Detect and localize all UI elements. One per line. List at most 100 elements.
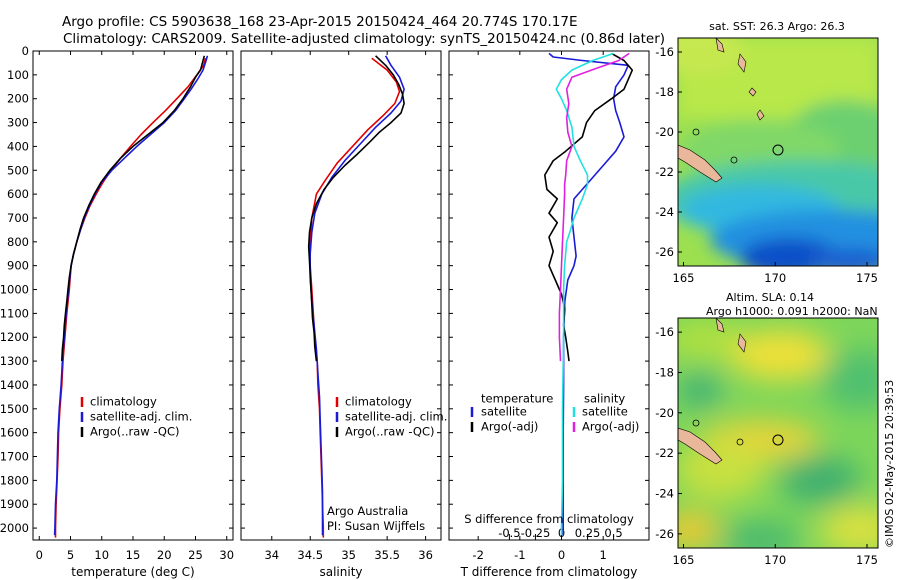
x-tick-label: 5 — [67, 548, 74, 562]
map-x-tick-label: 175 — [856, 553, 878, 567]
depth-tick-label: 1200 — [0, 330, 29, 344]
depth-tick-label: 2000 — [0, 521, 29, 535]
difference-panel-frame — [448, 50, 650, 541]
sla-map-frame — [677, 317, 879, 549]
depth-tick-label: 300 — [7, 116, 29, 130]
difference-legend-temperature: temperature satellite Argo(-adj) — [470, 392, 553, 434]
depth-tick-label: 0 — [22, 44, 29, 58]
legend-label-climatology: climatology — [90, 395, 157, 409]
header-line-2: Climatology: CARS2009. Satellite-adjuste… — [63, 31, 665, 47]
depth-tick-label: 200 — [7, 92, 29, 106]
map-y-tick-label: -22 — [655, 165, 674, 179]
map-y-tick-label: -24 — [655, 487, 674, 501]
map-x-tick-label: 170 — [764, 553, 786, 567]
salinity-panel-frame — [240, 50, 442, 541]
depth-tick-label: 100 — [7, 68, 29, 82]
legend-label-s-satellite: satellite — [582, 405, 628, 419]
series-salinity-satellite — [555, 52, 614, 536]
depth-tick-label: 1600 — [0, 426, 29, 440]
depth-tick-label: 700 — [7, 211, 29, 225]
imos-credit: ©IMOS 02-May-2015 20:39:53 — [883, 380, 896, 548]
temperature-xlabel: temperature (deg C) — [71, 565, 194, 579]
s-tick-label: 0.25 — [575, 526, 601, 540]
x-tick-label: -1 — [514, 548, 525, 562]
x-tick-label: 34 — [264, 548, 279, 562]
temperature-x-ticks: 0 5 10 15 20 25 30 — [36, 51, 234, 562]
temperature-legend: climatology satellite-adj. clim. Argo(..… — [80, 395, 192, 439]
series-salinity-argo-adj — [558, 52, 630, 362]
depth-tick-label: 600 — [7, 187, 29, 201]
map-x-tick-label: 165 — [673, 553, 695, 567]
temperature-series — [53, 55, 209, 538]
series-temperature-argo-adj — [544, 52, 634, 362]
sst-map-axes: 165 170 175 -16 -18 -20 -22 -24 -26 — [655, 45, 878, 285]
legend-label-t-argo: Argo(-adj) — [481, 420, 538, 434]
salinity-x-ticks: 34 34.5 35 35.5 36 — [264, 51, 433, 562]
sst-map-title: sat. SST: 26.3 Argo: 26.3 — [709, 20, 845, 33]
credit-argo-australia: Argo Australia — [327, 504, 408, 518]
salinity-xlabel: salinity — [319, 565, 362, 579]
x-tick-label: 34.5 — [297, 548, 323, 562]
x-tick-label: 35 — [341, 548, 356, 562]
sla-map-title: Altim. SLA: 0.14 — [726, 291, 814, 304]
depth-tick-label: 1900 — [0, 497, 29, 511]
s-tick-label: -0.25 — [521, 526, 551, 540]
x-tick-label: 35.5 — [374, 548, 400, 562]
x-tick-label: 30 — [219, 548, 234, 562]
x-tick-label: 0 — [558, 548, 565, 562]
depth-axis: 0 100 200 300 400 500 600 700 800 900 1000 1100 1200… — [0, 44, 649, 535]
sla-map-field — [678, 318, 878, 548]
depth-tick-label: 800 — [7, 235, 29, 249]
header-line-1: Argo profile: CS 5903638_168 23-Apr-2015… — [62, 14, 578, 30]
salinity-series — [307, 55, 405, 538]
difference-series — [544, 52, 634, 536]
map-y-tick-label: -20 — [655, 406, 674, 420]
map-x-tick-label: 165 — [673, 271, 695, 285]
difference-legend-salinity: salinity satellite Argo(-adj) — [572, 392, 639, 434]
series-climatology — [54, 57, 207, 538]
sst-map-frame — [677, 37, 879, 267]
legend-label-s-argo: Argo(-adj) — [582, 420, 639, 434]
temperature-panel-frame — [32, 50, 234, 541]
x-tick-label: 0 — [36, 548, 43, 562]
depth-tick-label: 1000 — [0, 283, 29, 297]
difference-x-ticks: -2 -1 0 1 — [472, 51, 607, 562]
depth-tick-label: 1400 — [0, 378, 29, 392]
credit-pi: PI: Susan Wijffels — [327, 519, 425, 533]
map-y-tick-label: -22 — [655, 446, 674, 460]
x-tick-label: 25 — [188, 548, 203, 562]
depth-tick-label: 1800 — [0, 473, 29, 487]
sla-map-subtitle: Argo h1000: 0.091 h2000: NaN — [706, 305, 878, 318]
map-y-tick-label: -16 — [655, 45, 674, 59]
depth-tick-label: 1700 — [0, 450, 29, 464]
map-y-tick-label: -18 — [655, 85, 674, 99]
x-tick-label: 10 — [94, 548, 109, 562]
legend-label-satellite: satellite-adj. clim. — [345, 410, 447, 424]
legend-label-argo: Argo(..raw -QC) — [90, 425, 180, 439]
legend-label-climatology: climatology — [345, 395, 412, 409]
s-tick-label: 0.5 — [604, 526, 622, 540]
map-y-tick-label: -26 — [655, 527, 674, 541]
x-tick-label: 1 — [600, 548, 607, 562]
map-y-tick-label: -24 — [655, 205, 674, 219]
depth-tick-label: 1500 — [0, 402, 29, 416]
legend-title-temperature: temperature — [481, 392, 553, 406]
sst-map-field — [678, 38, 878, 266]
x-tick-label: -2 — [472, 548, 483, 562]
depth-tick-label: 900 — [7, 259, 29, 273]
s-tick-label: -0.5 — [498, 526, 520, 540]
sla-map-axes: 165 170 175 -16 -18 -20 -22 -24 -26 — [655, 325, 878, 567]
legend-label-t-satellite: satellite — [481, 405, 527, 419]
map-y-tick-label: -18 — [655, 365, 674, 379]
map-y-tick-label: -20 — [655, 125, 674, 139]
series-argo-raw-qc — [61, 55, 206, 362]
salinity-legend: climatology satellite-adj. clim. Argo(..… — [335, 395, 447, 439]
series-satellite-adj-clim — [53, 55, 209, 536]
x-tick-label: 20 — [157, 548, 172, 562]
series-satellite-adj-clim — [309, 55, 405, 536]
t-difference-label: T difference from climatology — [460, 565, 638, 579]
legend-label-satellite: satellite-adj. clim. — [90, 410, 192, 424]
depth-tick-label: 400 — [7, 139, 29, 153]
